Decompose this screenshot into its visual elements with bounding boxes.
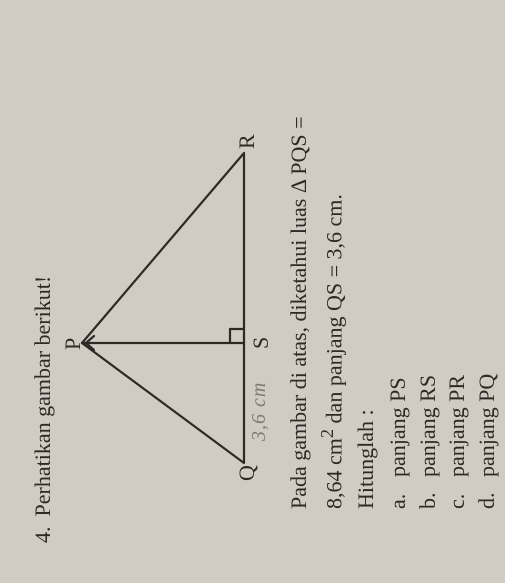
body-line-2-prefix: 8,64 cm [322, 438, 347, 509]
triangle-outline [82, 153, 244, 463]
handwritten-QS: 3,6 cm [246, 382, 273, 441]
label-Q: Q [232, 465, 262, 481]
sub-a-text: panjang PS [383, 377, 413, 477]
body-line-2: 8,64 cm2 dan panjang QS = 3,6 cm. [315, 40, 349, 509]
sub-d: d. panjang PQ [472, 40, 502, 509]
sub-b-text: panjang RS [413, 375, 443, 477]
sub-c: c. panjang PR [442, 40, 472, 509]
right-angle-mark [230, 329, 244, 343]
sub-a-letter: a. [383, 487, 413, 509]
hitunglah: Hitunglah : [351, 40, 381, 509]
sub-a: a. panjang PS [383, 40, 413, 509]
label-R: R [232, 134, 262, 149]
question-number: 4. [28, 527, 58, 544]
sub-d-letter: d. [472, 487, 502, 509]
triangle-figure: P Q S R 3,6 cm [64, 123, 274, 483]
triangle-svg [64, 123, 274, 483]
body-line-2-exp: 2 [317, 429, 337, 438]
body-line-1: Pada gambar di atas, diketahui luas Δ PQ… [284, 40, 314, 509]
question-line: 4. Perhatikan gambar berikut! [28, 40, 58, 543]
sub-d-text: panjang PQ [472, 374, 502, 477]
page: 4. Perhatikan gambar berikut! P Q S R 3,… [0, 0, 505, 583]
body-line-2-rest: dan panjang QS = 3,6 cm. [322, 194, 347, 429]
sub-list: a. panjang PS b. panjang RS c. panjang P… [383, 40, 502, 509]
sub-b: b. panjang RS [413, 40, 443, 509]
question-prompt: Perhatikan gambar berikut! [28, 276, 58, 517]
sub-c-letter: c. [442, 487, 472, 509]
label-P: P [58, 338, 88, 350]
label-S: S [246, 337, 276, 349]
sub-b-letter: b. [413, 487, 443, 509]
sub-c-text: panjang PR [442, 375, 472, 477]
